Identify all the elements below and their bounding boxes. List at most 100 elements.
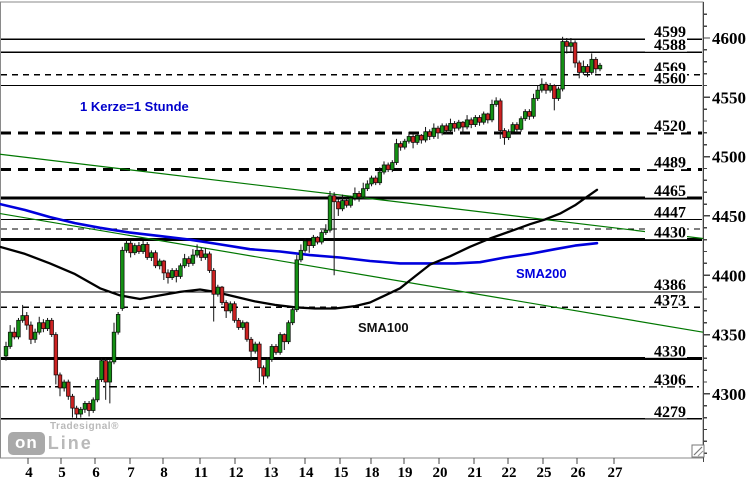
candle[interactable]: [136, 242, 142, 254]
candle[interactable]: [161, 259, 167, 281]
candle[interactable]: [460, 121, 466, 135]
candle[interactable]: [261, 365, 266, 385]
candle[interactable]: [331, 192, 337, 276]
candle[interactable]: [527, 109, 532, 120]
candle[interactable]: [323, 224, 329, 235]
candle[interactable]: [61, 379, 67, 392]
resize-handle-icon[interactable]: [691, 444, 705, 458]
candle[interactable]: [165, 269, 171, 284]
candle[interactable]: [365, 180, 370, 192]
candle[interactable]: [145, 242, 150, 260]
candle[interactable]: [277, 332, 283, 355]
candle[interactable]: [78, 406, 83, 418]
candle[interactable]: [253, 341, 258, 354]
candle[interactable]: [390, 160, 395, 173]
candle[interactable]: [493, 97, 499, 107]
candle[interactable]: [415, 132, 420, 145]
candle[interactable]: [464, 115, 470, 130]
candle[interactable]: [57, 372, 63, 397]
candle[interactable]: [469, 117, 474, 129]
candle[interactable]: [248, 336, 254, 361]
candle[interactable]: [53, 332, 59, 385]
candle[interactable]: [410, 134, 416, 149]
candle[interactable]: [444, 123, 449, 135]
candle[interactable]: [86, 401, 92, 417]
candle[interactable]: [369, 175, 374, 187]
candle[interactable]: [556, 86, 561, 101]
candle[interactable]: [132, 243, 137, 256]
candle[interactable]: [7, 325, 13, 349]
candle[interactable]: [597, 62, 603, 72]
candle[interactable]: [269, 344, 275, 362]
candle[interactable]: [273, 344, 279, 355]
candle[interactable]: [394, 138, 399, 165]
candle[interactable]: [535, 85, 540, 101]
candle[interactable]: [70, 393, 75, 418]
candle[interactable]: [514, 122, 520, 133]
candle[interactable]: [361, 182, 366, 200]
candle[interactable]: [95, 377, 100, 403]
candle[interactable]: [406, 131, 412, 144]
candle[interactable]: [302, 238, 308, 253]
candle[interactable]: [539, 78, 545, 93]
candle[interactable]: [49, 317, 54, 337]
candle[interactable]: [12, 327, 17, 340]
candle[interactable]: [228, 301, 233, 314]
candle[interactable]: [211, 268, 216, 322]
candle[interactable]: [24, 312, 29, 330]
candle[interactable]: [41, 319, 46, 333]
candle[interactable]: [448, 118, 453, 133]
candle[interactable]: [564, 38, 569, 54]
candle[interactable]: [510, 122, 515, 135]
candle[interactable]: [439, 123, 445, 136]
candle[interactable]: [82, 401, 88, 413]
candle[interactable]: [157, 258, 162, 270]
candle[interactable]: [498, 98, 503, 139]
candle[interactable]: [589, 53, 594, 75]
candle[interactable]: [398, 141, 403, 151]
candle[interactable]: [473, 115, 478, 127]
candle[interactable]: [286, 320, 291, 345]
candle[interactable]: [419, 134, 424, 144]
candle[interactable]: [153, 250, 158, 269]
candle[interactable]: [356, 191, 362, 202]
candle[interactable]: [481, 111, 486, 125]
candle[interactable]: [477, 115, 482, 126]
candle[interactable]: [16, 317, 21, 340]
sma200-line[interactable]: [0, 202, 599, 265]
candle[interactable]: [581, 60, 586, 75]
candle[interactable]: [207, 251, 212, 273]
candle[interactable]: [66, 379, 71, 400]
candle[interactable]: [502, 128, 507, 145]
candle[interactable]: [3, 341, 9, 361]
candle[interactable]: [506, 129, 511, 141]
candle[interactable]: [199, 247, 204, 262]
candle[interactable]: [186, 256, 191, 267]
candle[interactable]: [373, 175, 378, 186]
candle[interactable]: [223, 300, 229, 318]
candle[interactable]: [402, 138, 407, 150]
candle[interactable]: [257, 341, 262, 383]
candle[interactable]: [593, 56, 599, 74]
candle[interactable]: [115, 312, 121, 335]
candle[interactable]: [585, 64, 590, 78]
candle[interactable]: [456, 119, 461, 131]
candle[interactable]: [120, 246, 125, 311]
candle[interactable]: [240, 320, 245, 330]
candle[interactable]: [577, 60, 582, 79]
candle[interactable]: [547, 83, 553, 93]
candle[interactable]: [20, 304, 25, 323]
candle[interactable]: [352, 187, 358, 201]
candle[interactable]: [344, 198, 349, 208]
candle[interactable]: [194, 244, 200, 258]
candle[interactable]: [311, 234, 316, 248]
candle[interactable]: [32, 328, 38, 343]
candle[interactable]: [572, 40, 578, 68]
candle[interactable]: [348, 195, 353, 208]
trendline-1[interactable]: [0, 153, 704, 240]
candle[interactable]: [568, 38, 574, 53]
candle[interactable]: [140, 240, 146, 254]
candle[interactable]: [215, 284, 221, 297]
candle[interactable]: [99, 358, 104, 383]
candle[interactable]: [531, 93, 536, 119]
